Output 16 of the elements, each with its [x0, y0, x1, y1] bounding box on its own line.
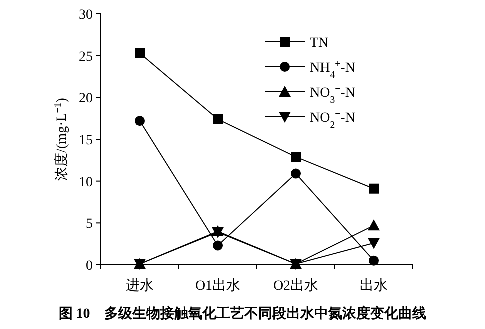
y-tick-label: 25: [79, 50, 93, 65]
legend-label: NH$_{4}$$^{+}$-N: [310, 58, 356, 80]
y-tick-label: 10: [79, 175, 93, 190]
legend-label: NO$_{3}$$^{−}$-N: [310, 84, 356, 106]
y-tick-label: 15: [79, 134, 93, 148]
y-tick-label: 5: [86, 217, 93, 232]
y-tick-label: 30: [79, 8, 93, 23]
x-tick-label: 出水: [360, 278, 388, 294]
legend-label: TN: [310, 36, 329, 51]
x-tick-label: 进水: [126, 278, 154, 294]
y-tick-label: 0: [86, 259, 93, 274]
x-tick-label: O1出水: [195, 278, 241, 294]
y-tick-label: 20: [79, 92, 93, 107]
x-tick-label: O2出水: [273, 278, 319, 294]
text: 图 10 多级生物接触氧化工艺不同段出水中氮浓度变化曲线: [58, 305, 426, 322]
legend-label: NO$_{2}$$^{−}$-N: [310, 108, 356, 130]
